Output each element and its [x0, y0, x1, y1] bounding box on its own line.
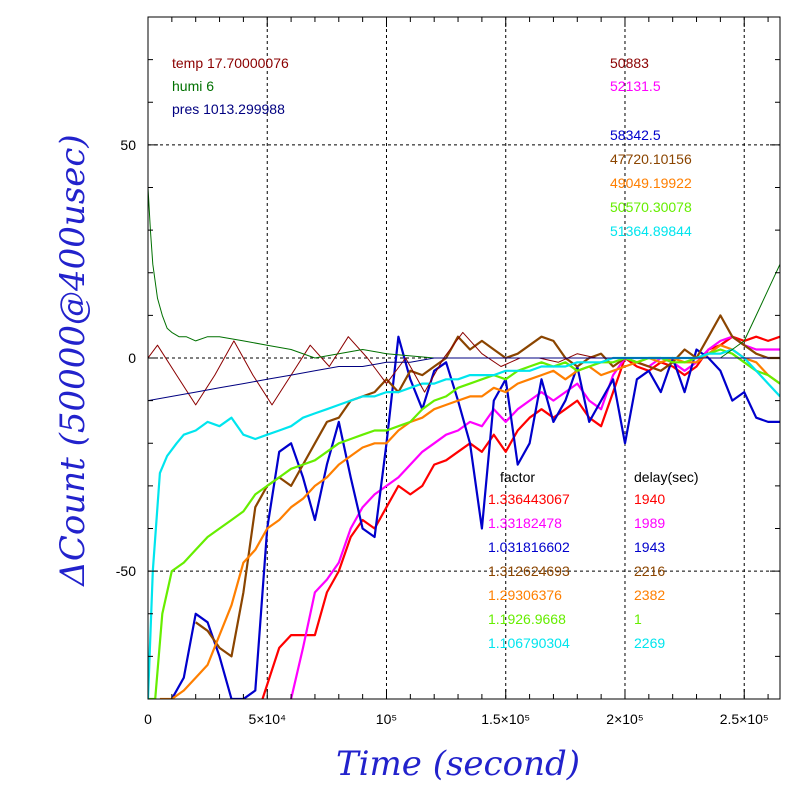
- series-line: [195, 314, 780, 658]
- y-axis-title: ΔCount (50000@400usec): [53, 134, 93, 587]
- series-factor: 1.106790304: [488, 635, 570, 651]
- annotations: temp 17.70000076 humi 6 pres 1013.299988 50…: [172, 55, 699, 651]
- x-tick-label: 2×10⁵: [606, 711, 643, 727]
- series-line: [261, 335, 780, 699]
- tick-labels: 0 5×10⁴ 10⁵ 1.5×10⁵ 2×10⁵ 2.5×10⁵ 50 0 -50: [116, 137, 769, 727]
- series-delay: 1943: [634, 539, 665, 555]
- env-label: temp 17.70000076: [172, 55, 289, 71]
- reference-value: 58342.5: [610, 127, 661, 143]
- x-tick-label: 0: [144, 711, 152, 727]
- series-delay: 2216: [634, 563, 665, 579]
- series-layer: [148, 187, 780, 699]
- series-line: [148, 348, 780, 699]
- x-tick-label: 1.5×10⁵: [481, 711, 530, 727]
- series-factor: 1.312624693: [488, 563, 570, 579]
- x-axis-title: Time (second): [336, 744, 580, 784]
- series-delay: 1940: [634, 491, 665, 507]
- y-tick-label: -50: [116, 563, 136, 579]
- env-label: pres 1013.299988: [172, 101, 285, 117]
- series-factor: 1.336443067: [488, 491, 570, 507]
- y-tick-label: 0: [128, 350, 136, 366]
- reference-value: 49049.19922: [610, 175, 692, 191]
- reference-value: 50883: [610, 55, 649, 71]
- series-delay: 1: [634, 611, 642, 627]
- env-label: humi 6: [172, 78, 214, 94]
- y-tick-label: 50: [120, 137, 136, 153]
- factor-header: factor: [500, 469, 535, 485]
- series-factor: 1.1926.9668: [488, 611, 566, 627]
- ticks: [147, 16, 780, 700]
- series-line: [170, 335, 780, 699]
- series-factor: 1.29306376: [488, 587, 562, 603]
- reference-value: 52131.5: [610, 78, 661, 94]
- series-line: [159, 344, 780, 699]
- series-delay: 1989: [634, 515, 665, 531]
- reference-value: 47720.10156: [610, 151, 692, 167]
- series-line: [148, 348, 780, 699]
- series-delay: 2382: [634, 587, 665, 603]
- series-factor: 1.031816602: [488, 539, 570, 555]
- delay-header: delay(sec): [634, 469, 699, 485]
- env-series-line: [148, 357, 780, 402]
- x-tick-label: 2.5×10⁵: [720, 711, 769, 727]
- reference-value: 50570.30078: [610, 199, 692, 215]
- reference-value: 51364.89844: [610, 223, 692, 239]
- x-tick-label: 5×10⁴: [248, 711, 286, 727]
- series-delay: 2269: [634, 635, 665, 651]
- x-tick-label: 10⁵: [376, 711, 397, 727]
- series-factor: 1.33182478: [488, 515, 562, 531]
